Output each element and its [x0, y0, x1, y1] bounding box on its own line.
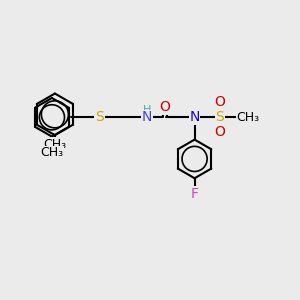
Text: O: O [159, 100, 170, 114]
Text: O: O [214, 95, 225, 110]
Text: F: F [190, 187, 199, 201]
Text: N: N [142, 110, 152, 124]
Text: CH₃: CH₃ [40, 146, 64, 160]
Text: S: S [215, 110, 224, 124]
Text: O: O [214, 125, 225, 139]
Text: CH₃: CH₃ [43, 138, 67, 151]
Text: N: N [189, 110, 200, 124]
Text: S: S [95, 110, 104, 124]
Text: CH₃: CH₃ [236, 111, 260, 124]
Text: H: H [143, 105, 151, 115]
